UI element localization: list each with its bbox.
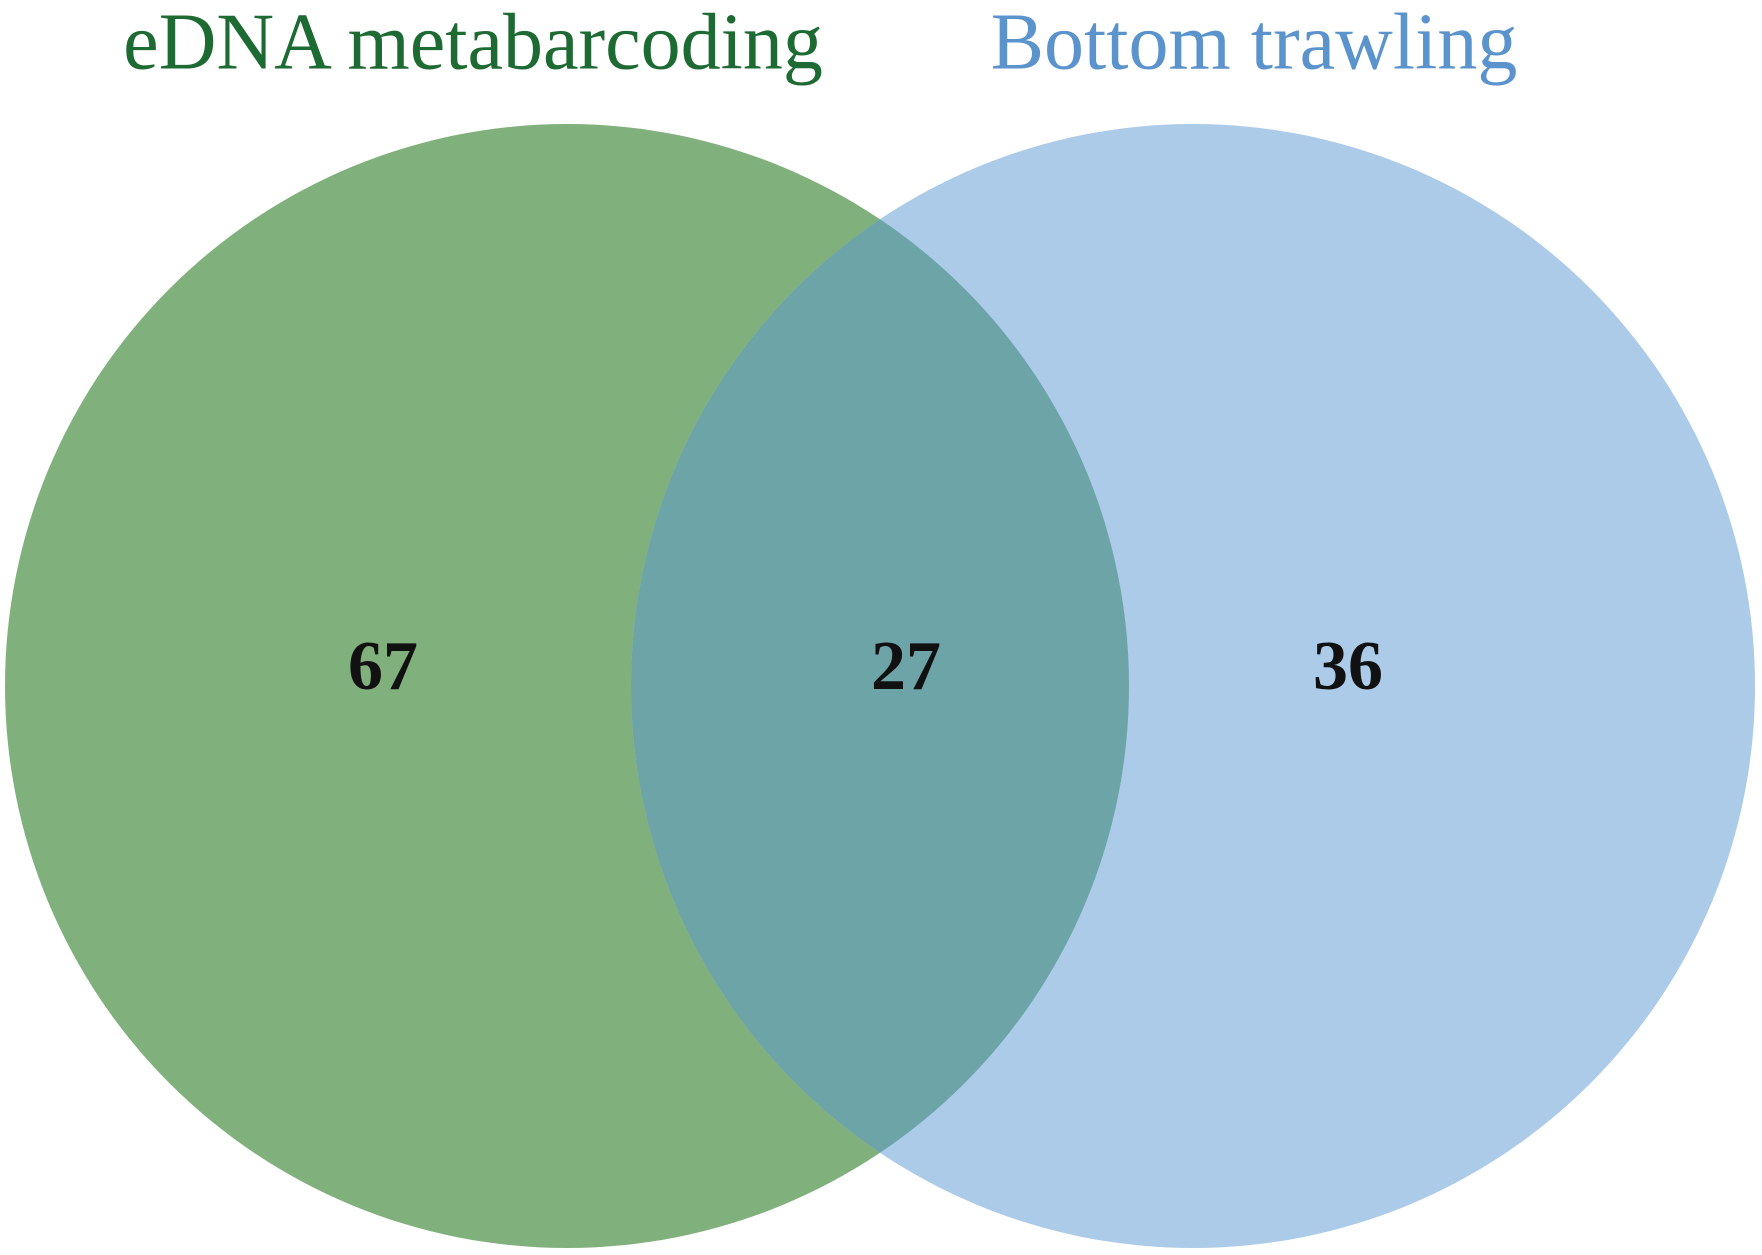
region-count: 67 xyxy=(348,628,418,705)
region-count: 27 xyxy=(871,628,941,705)
set-label: Bottom trawling xyxy=(991,0,1518,86)
set-label: eDNA metabarcoding xyxy=(123,0,823,86)
overlap-region xyxy=(631,124,1129,1248)
region-count: 36 xyxy=(1313,628,1383,705)
